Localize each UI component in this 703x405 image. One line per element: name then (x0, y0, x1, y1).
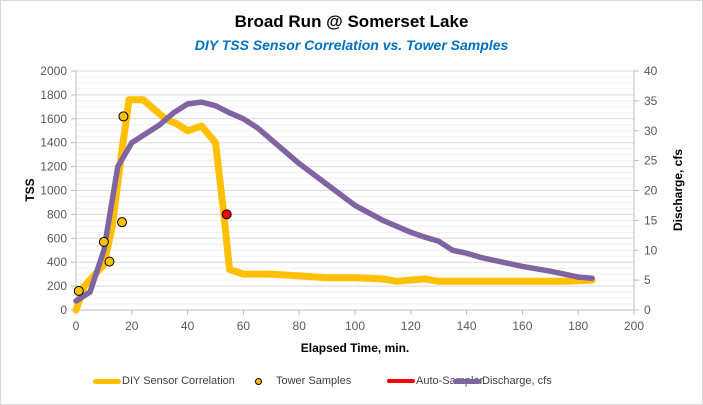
y2-tick-label: 20 (644, 184, 658, 198)
legend-item-tower-samples: Tower Samples (247, 375, 351, 387)
y-tick-label: 0 (60, 303, 67, 317)
x-tick-label: 60 (237, 319, 251, 333)
y-tick-label: 1000 (40, 184, 67, 198)
series-point-tower-samples (98, 236, 109, 247)
legend-label: Discharge, cfs (482, 375, 552, 387)
x-tick-label: 40 (181, 319, 195, 333)
y-tick-label: 1400 (40, 136, 67, 150)
series-point-auto-sampler (221, 209, 232, 220)
y-tick-label: 400 (47, 255, 67, 269)
y2-tick-label: 30 (644, 124, 658, 138)
x-tick-label: 20 (125, 319, 139, 333)
legend-label: Tower Samples (276, 375, 352, 387)
chart-subtitle: DIY TSS Sensor Correlation vs. Tower Sam… (194, 37, 509, 53)
y-tick-label: 1800 (40, 88, 67, 102)
x-tick-label: 160 (512, 319, 532, 333)
y2-tick-label: 40 (644, 64, 658, 78)
legend-line-icon (387, 379, 415, 383)
chart-title: Broad Run @ Somerset Lake (234, 12, 469, 31)
x-tick-label: 180 (568, 319, 588, 333)
y-tick-label: 200 (47, 279, 67, 293)
series-line-discharge-cfs (73, 99, 595, 304)
y2-tick-label: 25 (644, 154, 658, 168)
y2-tick-label: 15 (644, 213, 658, 227)
series-point-tower-samples (117, 217, 128, 228)
y-tick-label: 600 (47, 231, 67, 245)
tick-labels: 0200400600800100012001400160018002000051… (40, 64, 657, 333)
y2-tick-label: 10 (644, 243, 658, 257)
y-tick-label: 800 (47, 207, 67, 221)
y-axis-title: TSS (23, 178, 37, 201)
series-point-tower-samples (104, 256, 115, 267)
y2-tick-label: 5 (644, 273, 651, 287)
legend-line-icon (453, 378, 481, 384)
x-tick-label: 100 (345, 319, 365, 333)
y-tick-label: 2000 (40, 64, 67, 78)
series-line-diy-sensor-correlation (72, 96, 596, 314)
series-point-tower-samples (73, 285, 84, 296)
y-tick-label: 1600 (40, 112, 67, 126)
x-tick-label: 120 (401, 319, 421, 333)
y2-tick-label: 35 (644, 94, 658, 108)
legend-item-diy-sensor: DIY Sensor Correlation (93, 375, 235, 387)
x-axis-title: Elapsed Time, min. (301, 341, 409, 355)
y2-axis-title: Discharge, cfs (671, 149, 685, 231)
legend-item-auto-sampler: Auto-Sampler (387, 375, 483, 387)
legend-label: DIY Sensor Correlation (122, 375, 235, 387)
y-tick-label: 1200 (40, 160, 67, 174)
y2-tick-label: 0 (644, 303, 651, 317)
legend-item-discharge: Discharge, cfs (453, 375, 552, 387)
x-tick-label: 200 (624, 319, 644, 333)
series-point-tower-samples (118, 111, 129, 122)
legend: DIY Sensor Correlation Tower Samples Aut… (0, 375, 703, 391)
x-tick-label: 140 (457, 319, 477, 333)
legend-line-icon (93, 378, 121, 384)
x-tick-label: 0 (73, 319, 80, 333)
x-tick-label: 80 (293, 319, 307, 333)
axes (71, 70, 639, 315)
legend-label: Auto-Sampler (416, 375, 484, 387)
legend-dot-icon (255, 377, 262, 385)
plot-area (72, 96, 596, 314)
